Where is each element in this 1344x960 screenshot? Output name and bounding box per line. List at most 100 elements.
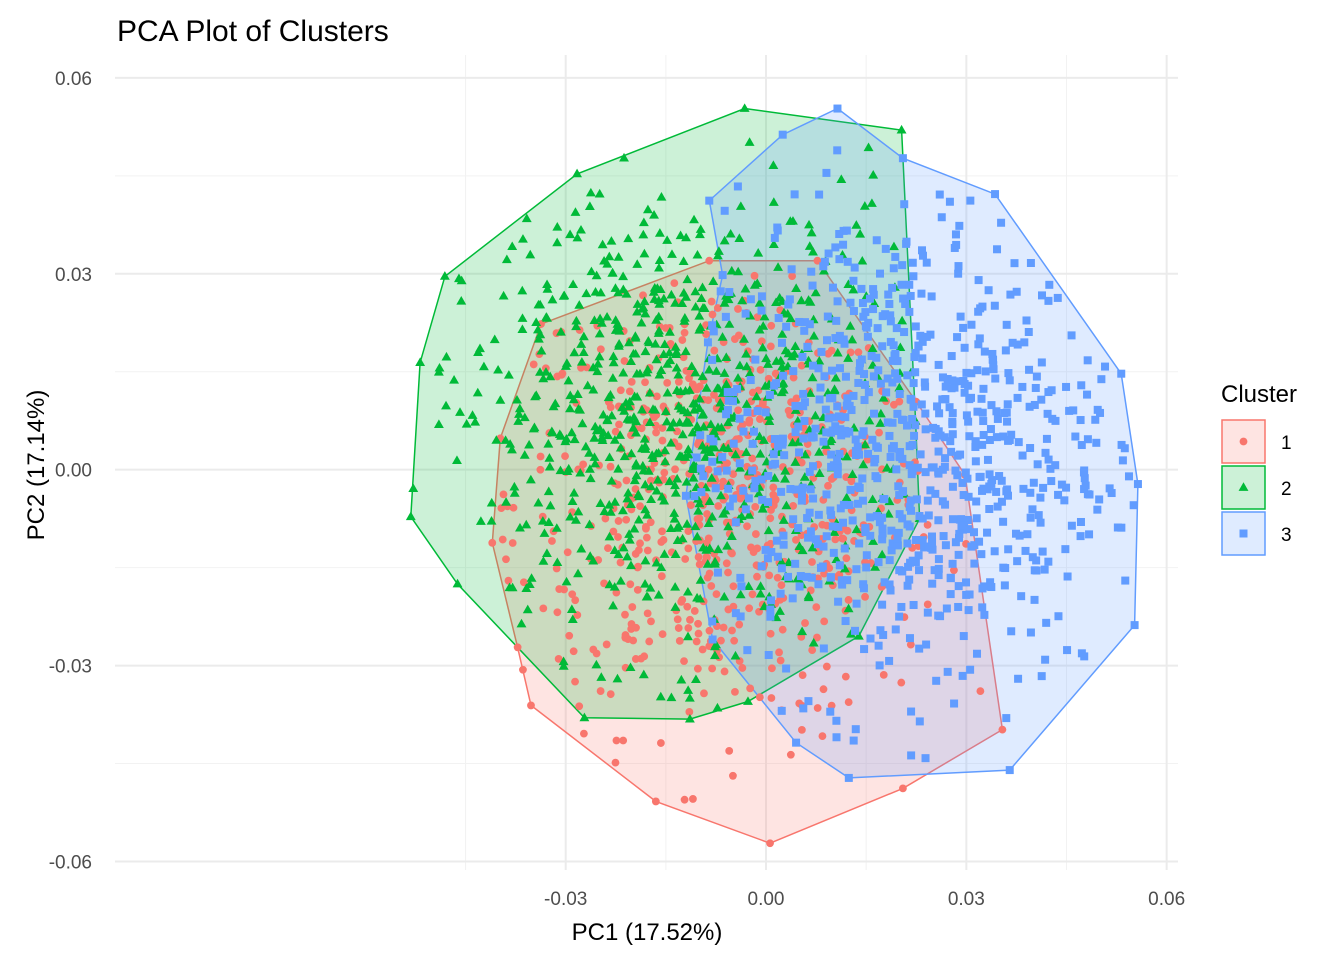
cluster-2-point [594, 328, 605, 338]
cluster-1-point [498, 535, 507, 544]
cluster-3-point [922, 640, 931, 649]
cluster-3-point [849, 391, 858, 400]
cluster-1-point [612, 736, 621, 745]
legend-marker-2 [1238, 482, 1249, 491]
cluster-2-point [721, 352, 732, 361]
cluster-3-point [1067, 521, 1076, 530]
cluster-2-point [599, 255, 610, 265]
y-tick-label: -0.03 [49, 657, 92, 678]
cluster-2-point [580, 441, 591, 451]
cluster-3-point [708, 321, 717, 330]
cluster-3-point [907, 470, 916, 479]
cluster-2-point [776, 387, 787, 397]
cluster-1-point [687, 501, 695, 510]
cluster-3-point [733, 182, 742, 191]
cluster-2-point [572, 389, 583, 399]
cluster-3-point [886, 586, 895, 595]
cluster-3-point [834, 522, 843, 531]
cluster-3-point [934, 516, 943, 525]
cluster-2-point [755, 581, 766, 590]
cluster-3-point [960, 343, 969, 352]
cluster-3-point [903, 371, 912, 380]
cluster-3-point [875, 661, 884, 670]
cluster-3-point [854, 482, 863, 491]
cluster-1-point [658, 424, 667, 432]
y-tick-label: 0.03 [55, 265, 92, 286]
cluster-3-point [912, 536, 921, 545]
cluster-2-point [613, 341, 624, 350]
cluster-2-point [725, 228, 736, 238]
cluster-3-point [886, 317, 895, 326]
cluster-2-point [607, 268, 618, 277]
cluster-1-point [636, 502, 644, 511]
cluster-2-point [542, 279, 552, 289]
cluster-1-point [976, 687, 985, 696]
cluster-2-point [514, 403, 525, 413]
cluster-3-point [729, 439, 738, 448]
cluster-1-point [553, 608, 562, 617]
cluster-2-point [744, 137, 755, 146]
cluster-3-point [920, 543, 929, 552]
cluster-3-point [861, 524, 870, 533]
cluster-2-point [841, 492, 852, 502]
cluster-1-point [568, 590, 577, 599]
cluster-1-point [753, 313, 762, 322]
cluster-3-point [791, 559, 800, 568]
cluster-3-point [992, 487, 1001, 496]
cluster-3-point [746, 295, 755, 304]
cluster-3-point [954, 550, 963, 559]
cluster-3-point [837, 576, 846, 585]
cluster-3-point [934, 555, 943, 564]
cluster-3-point [1039, 483, 1048, 492]
cluster-3-point [1002, 320, 1011, 329]
cluster-2-point [788, 216, 798, 225]
cluster-3-point [938, 465, 947, 474]
cluster-3-point [898, 261, 907, 270]
cluster-1-point [842, 554, 851, 563]
cluster-3-point [869, 285, 878, 294]
cluster-2-point [613, 287, 624, 297]
cluster-3-point [835, 230, 844, 239]
cluster-1-point [596, 345, 605, 354]
cluster-3-point [722, 466, 731, 475]
cluster-3-point [1069, 406, 1078, 415]
cluster-3-point [976, 472, 985, 481]
cluster-3-point [829, 548, 838, 557]
cluster-3-point [718, 271, 727, 280]
cluster-1-point [652, 428, 660, 437]
cluster-1-point [561, 452, 569, 461]
cluster-2-point [618, 271, 629, 281]
cluster-2-point [690, 301, 701, 311]
cluster-1-point [509, 503, 518, 512]
cluster-1-point [768, 664, 776, 673]
cluster-1-point [571, 677, 579, 686]
cluster-3-point [959, 632, 968, 641]
cluster-2-point [671, 385, 682, 394]
cluster-1-point [678, 336, 687, 344]
cluster-1-point [722, 559, 731, 568]
cluster-2-point [882, 462, 892, 472]
cluster-2-point [719, 235, 730, 245]
cluster-3-point [907, 707, 916, 716]
cluster-1-point [745, 418, 754, 427]
cluster-1-point [621, 631, 630, 639]
cluster-2-point [632, 299, 643, 308]
cluster-3-point [1012, 287, 1021, 296]
cluster-3-point [979, 417, 988, 426]
cluster-3-point [819, 542, 828, 551]
cluster-3-point [1020, 338, 1029, 347]
cluster-2-point [741, 361, 752, 371]
cluster-3-point [1076, 416, 1085, 425]
cluster-3-point [872, 353, 881, 362]
cluster-3-point [915, 511, 924, 520]
cluster-1-point [767, 694, 776, 702]
cluster-3-point [764, 471, 773, 480]
cluster-3-point [891, 349, 900, 358]
cluster-2-point [676, 674, 687, 684]
cluster-3-point [941, 541, 950, 550]
cluster-3-point [940, 433, 949, 442]
cluster-2-point [670, 342, 681, 351]
cluster-3-point [737, 582, 746, 591]
cluster-3-point [804, 533, 813, 542]
cluster-3-point [997, 497, 1006, 506]
